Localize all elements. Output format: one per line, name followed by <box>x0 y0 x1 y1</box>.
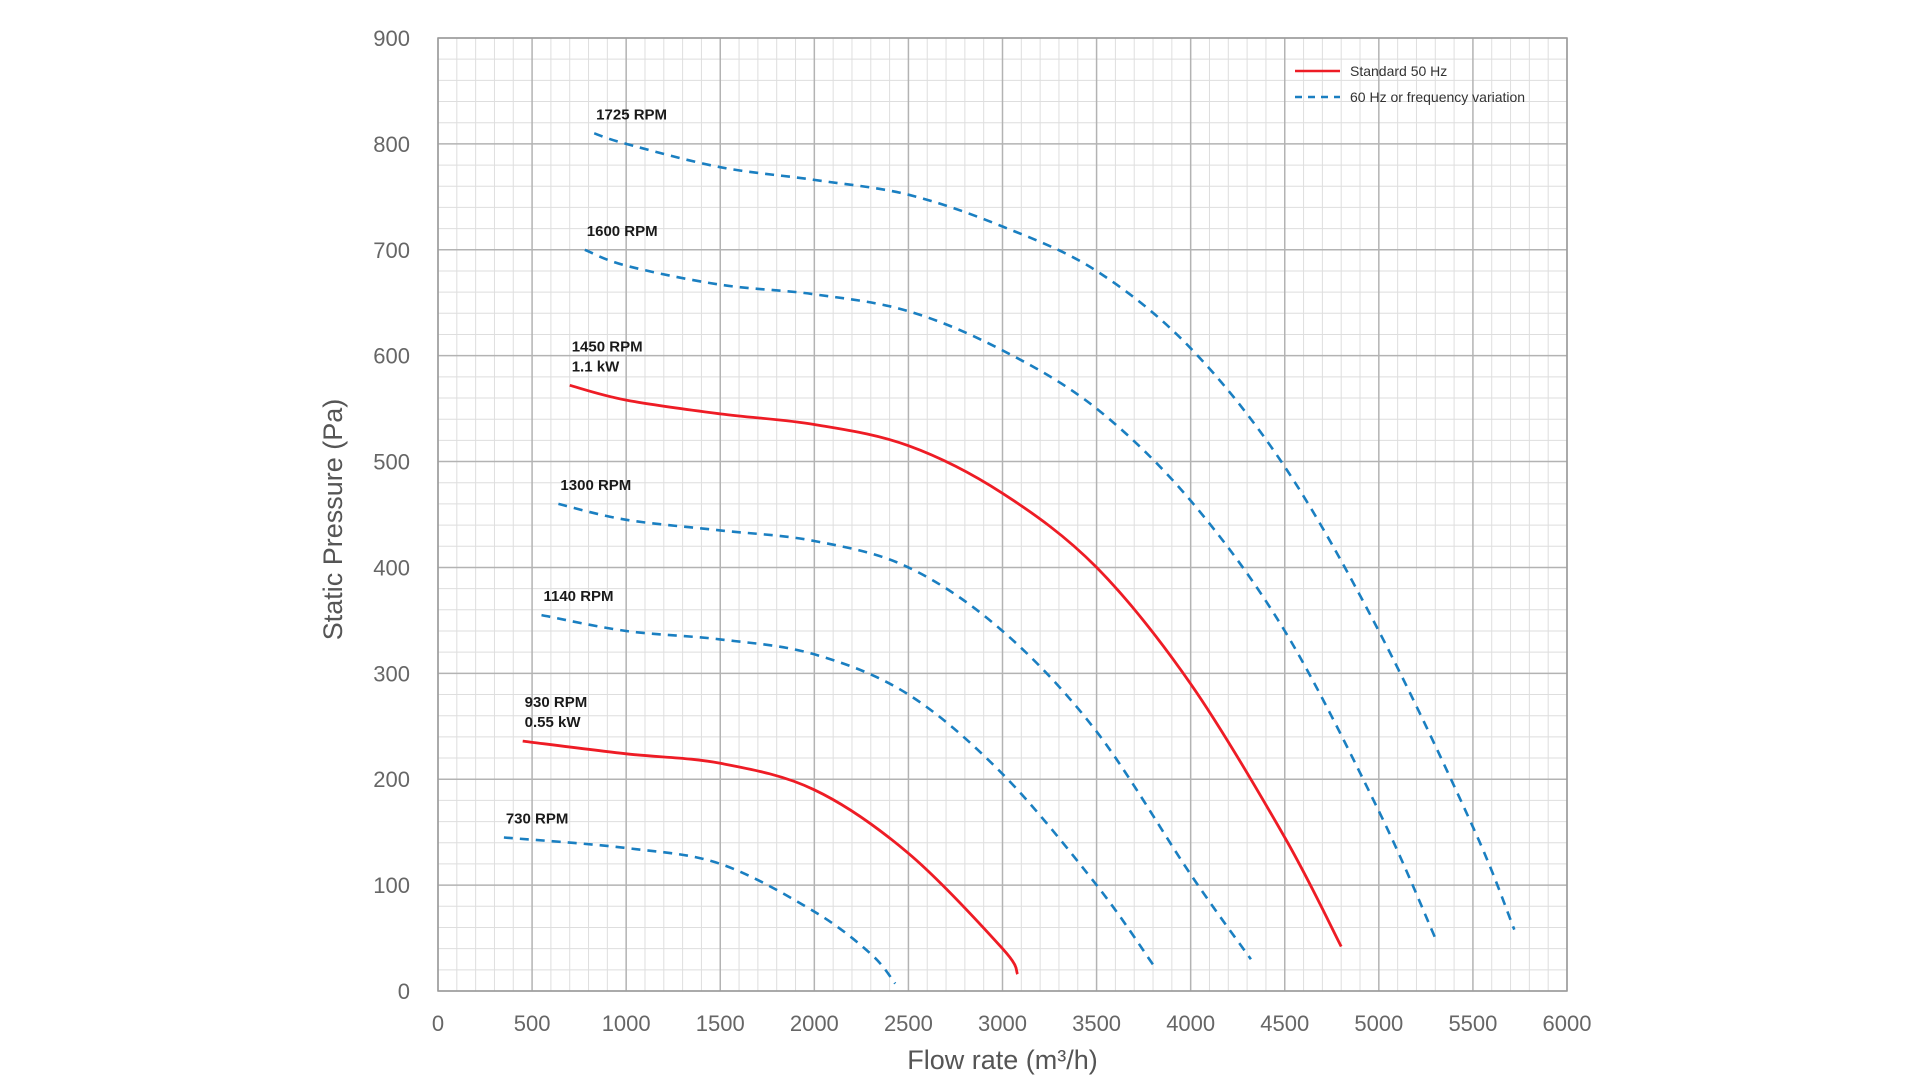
y-tick-label: 800 <box>373 132 410 157</box>
y-tick-label: 200 <box>373 767 410 792</box>
y-tick-label: 600 <box>373 344 410 369</box>
curve-930-rpm <box>522 739 1019 975</box>
x-axis-title: Flow rate (m³/h) <box>907 1045 1098 1075</box>
x-tick-label: 1000 <box>602 1011 651 1036</box>
curve-1450-rpm <box>569 383 1343 948</box>
curve-label: 1450 RPM <box>572 338 643 355</box>
legend-label: 60 Hz or frequency variation <box>1350 89 1525 105</box>
x-tick-label: 1500 <box>696 1011 745 1036</box>
x-tick-label: 3500 <box>1072 1011 1121 1036</box>
fan-curves <box>503 132 1516 985</box>
curve-label: 730 RPM <box>506 810 569 827</box>
y-axis-ticks: 0 100 200 300 400 500 600 700 800 900 <box>373 26 410 1004</box>
curve-label: 1300 RPM <box>560 477 631 494</box>
y-tick-label: 900 <box>373 26 410 51</box>
x-axis-ticks: 0 500 1000 1500 2000 2500 3000 3500 4000 4500 5000… <box>432 1011 1592 1036</box>
curve-label: 0.55 kW <box>525 714 582 731</box>
curve-label: 930 RPM <box>525 694 588 711</box>
curve-730-rpm <box>503 836 897 985</box>
plot-border <box>437 37 1568 992</box>
curve-label: 1140 RPM <box>543 588 613 605</box>
x-tick-label: 5000 <box>1354 1011 1403 1036</box>
y-tick-label: 100 <box>373 873 410 898</box>
plot-frame <box>437 37 1568 992</box>
x-tick-label: 2500 <box>884 1011 933 1036</box>
x-tick-label: 4000 <box>1166 1011 1215 1036</box>
x-tick-label: 500 <box>514 1011 551 1036</box>
x-tick-label: 5500 <box>1448 1011 1497 1036</box>
x-tick-label: 2000 <box>790 1011 839 1036</box>
legend: Standard 50 Hz 60 Hz or frequency variati… <box>1295 63 1525 105</box>
curve-1600-rpm <box>584 248 1437 939</box>
legend-label: Standard 50 Hz <box>1350 63 1447 79</box>
curve-1725-rpm <box>593 132 1516 931</box>
x-tick-label: 4500 <box>1260 1011 1309 1036</box>
y-tick-label: 500 <box>373 450 410 475</box>
x-tick-label: 3000 <box>978 1011 1027 1036</box>
y-tick-label: 300 <box>373 661 410 686</box>
x-tick-label: 6000 <box>1543 1011 1592 1036</box>
curve-labels: 1725 RPM 1600 RPM 1450 RPM 1.1 kW 1300 RPM 11… <box>506 106 667 827</box>
curve-label: 1.1 kW <box>572 358 620 375</box>
curve-1140-rpm <box>541 613 1155 966</box>
curve-label: 1600 RPM <box>587 223 658 240</box>
y-tick-label: 700 <box>373 238 410 263</box>
curve-1300-rpm <box>558 502 1252 960</box>
y-tick-label: 0 <box>398 979 410 1004</box>
y-axis-title: Static Pressure (Pa) <box>318 399 348 641</box>
y-tick-label: 400 <box>373 555 410 580</box>
x-tick-label: 0 <box>432 1011 444 1036</box>
curve-label: 1725 RPM <box>596 106 667 123</box>
